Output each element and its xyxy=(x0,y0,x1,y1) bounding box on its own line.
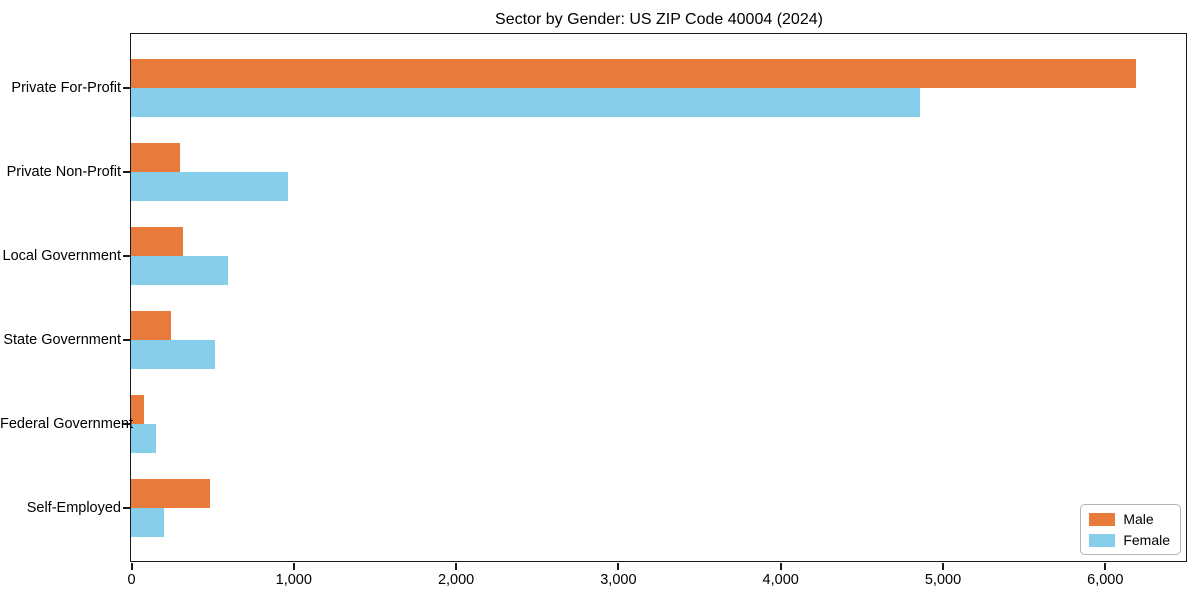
category-label-private-non-profit: Private Non-Profit xyxy=(6,164,121,180)
bar-male-private-for-profit xyxy=(131,58,1136,88)
bar-female-local-government xyxy=(131,255,229,285)
category-label-state-government: State Government xyxy=(3,332,121,348)
bar-male-private-non-profit xyxy=(131,142,180,172)
legend-swatch-female xyxy=(1089,533,1116,547)
bar-female-private-non-profit xyxy=(131,171,289,201)
category-label-federal-government: Federal Government xyxy=(0,416,133,432)
bar-male-local-government xyxy=(131,226,183,256)
x-axis-tick-2000 xyxy=(455,563,458,570)
x-axis-tick-3000 xyxy=(617,563,620,570)
bar-female-federal-government xyxy=(131,423,157,453)
x-axis-tick-5000 xyxy=(942,563,944,570)
category-label-private-for-profit: Private For-Profit xyxy=(11,80,121,96)
x-axis-tick-4000 xyxy=(779,563,782,570)
x-axis-tick-0 xyxy=(130,563,133,570)
bar-female-self-employed xyxy=(131,507,164,537)
y-axis-tick-state-government xyxy=(123,339,130,341)
plot-area: Male Female xyxy=(130,33,1187,562)
y-axis-tick-private-for-profit xyxy=(123,87,130,89)
x-tick-label-3000: 3,000 xyxy=(600,572,637,588)
legend: Male Female xyxy=(1080,504,1181,555)
bar-female-private-for-profit xyxy=(131,87,920,117)
bar-female-state-government xyxy=(131,339,216,369)
x-axis-tick-6000 xyxy=(1104,563,1107,570)
category-label-self-employed: Self-Employed xyxy=(26,500,121,516)
legend-item-female: Female xyxy=(1089,532,1170,548)
legend-label-male: Male xyxy=(1123,511,1154,527)
x-tick-label-2000: 2,000 xyxy=(437,572,475,588)
chart-title: Sector by Gender: US ZIP Code 40004 (202… xyxy=(495,11,823,28)
legend-swatch-male xyxy=(1089,512,1116,526)
y-axis-tick-self-employed xyxy=(123,507,130,509)
y-axis-tick-private-non-profit xyxy=(123,171,130,173)
y-axis-tick-local-government xyxy=(123,255,130,257)
x-tick-label-5000: 5,000 xyxy=(924,572,962,588)
bar-male-federal-government xyxy=(131,394,144,424)
x-tick-label-4000: 4,000 xyxy=(762,572,799,588)
x-tick-label-1000: 1,000 xyxy=(275,572,312,588)
x-tick-label-0: 0 xyxy=(127,572,136,588)
legend-item-male: Male xyxy=(1089,511,1170,527)
x-tick-label-6000: 6,000 xyxy=(1087,572,1124,588)
y-axis-tick-federal-government xyxy=(123,423,130,425)
x-axis-tick-1000 xyxy=(292,563,295,570)
category-label-local-government: Local Government xyxy=(2,248,121,264)
bar-male-self-employed xyxy=(131,478,210,508)
legend-label-female: Female xyxy=(1123,532,1170,548)
bar-male-state-government xyxy=(131,310,171,340)
